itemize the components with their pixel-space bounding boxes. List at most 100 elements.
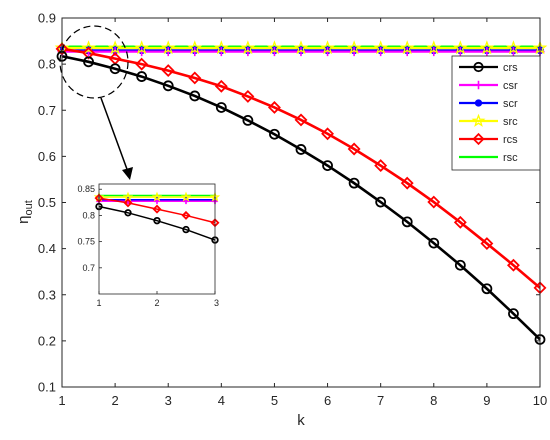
data-point-src xyxy=(240,40,256,55)
legend-marker xyxy=(473,61,484,73)
data-point-src xyxy=(426,40,442,55)
inset-point-csr xyxy=(183,198,189,205)
x-tick-label: 3 xyxy=(165,393,172,408)
x-tick-label: 1 xyxy=(58,393,65,408)
data-point-rcs xyxy=(374,159,388,173)
data-point-src xyxy=(81,40,96,55)
data-point-crs xyxy=(215,102,227,113)
inset-point-rcs xyxy=(152,204,162,214)
inset-y-tick-label: 0.85 xyxy=(77,184,95,194)
x-tick-label: 9 xyxy=(483,393,490,408)
data-point-rcs xyxy=(453,215,467,229)
data-point-src xyxy=(399,40,415,55)
inset-series-layer xyxy=(93,191,221,244)
inset-x-tick-label: 3 xyxy=(214,298,219,308)
data-point-src xyxy=(479,40,495,55)
data-point-crs xyxy=(348,177,360,189)
legend-item-csr: csr xyxy=(459,80,518,92)
legend-label: rcs xyxy=(503,134,518,146)
inset-x-tick-label: 1 xyxy=(96,298,101,308)
y-axis-label-subscript: out xyxy=(23,200,35,215)
data-point-rcs xyxy=(321,127,335,141)
zoom-callout-arrow-line xyxy=(100,97,129,173)
data-point-src xyxy=(214,40,229,55)
data-point-rcs xyxy=(161,64,175,78)
inset-y-tick-label: 0.8 xyxy=(82,210,95,220)
inset-point-crs xyxy=(153,216,161,225)
legend-item-src: src xyxy=(459,113,518,128)
data-point-rcs xyxy=(188,71,202,85)
data-point-rcs xyxy=(347,142,361,156)
inset-line-rcs xyxy=(98,197,216,224)
x-axis-ticks: 1 2 3 4 5 6 7 8 9 10 xyxy=(58,18,547,408)
y-tick-label: 0.9 xyxy=(38,11,56,26)
y-tick-label: 0.4 xyxy=(38,241,56,256)
y-tick-label: 0.5 xyxy=(38,195,56,210)
data-point-src xyxy=(453,40,468,55)
data-point-rcs xyxy=(135,57,149,71)
inset-point-crs xyxy=(182,225,190,234)
x-tick-label: 7 xyxy=(377,393,384,408)
data-point-crs xyxy=(136,71,148,82)
inset-point-rcs xyxy=(181,210,191,220)
data-point-crs xyxy=(295,144,307,155)
x-tick-label: 10 xyxy=(533,393,547,408)
inset-line-crs xyxy=(98,205,216,241)
data-point-rcs xyxy=(241,89,255,103)
inset-point-rcs xyxy=(123,198,133,208)
y-tick-label: 0.2 xyxy=(38,333,56,348)
zoom-callout-arrowhead xyxy=(122,167,133,180)
data-point-src xyxy=(506,40,521,55)
inset-x-axis-ticks: 1 2 3 xyxy=(96,291,219,308)
x-tick-label: 6 xyxy=(324,393,331,408)
data-point-src xyxy=(373,40,388,55)
inset-y-axis-ticks: 0.7 0.75 0.8 0.85 xyxy=(77,184,102,273)
legend-label: csr xyxy=(503,80,518,92)
data-point-src xyxy=(293,40,309,55)
inset-y-tick-label: 0.7 xyxy=(82,263,95,273)
inset-point-crs xyxy=(124,209,132,217)
data-point-crs xyxy=(162,80,174,92)
inset-y-tick-label: 0.75 xyxy=(77,237,95,247)
legend-label: scr xyxy=(503,98,518,110)
legend-label: src xyxy=(503,116,518,128)
legend-item-rcs: rcs xyxy=(459,132,518,146)
x-tick-label: 8 xyxy=(430,393,437,408)
legend: crs csr scr src rcs rsc xyxy=(459,61,518,164)
data-point-crs xyxy=(508,308,519,320)
x-tick-label: 2 xyxy=(111,393,118,408)
x-tick-label: 5 xyxy=(271,393,278,408)
data-point-rcs xyxy=(82,46,96,60)
data-point-crs xyxy=(109,63,121,75)
data-point-rcs xyxy=(214,79,228,93)
data-point-src xyxy=(187,40,203,55)
legend-label: crs xyxy=(503,62,518,74)
main-series-layer xyxy=(54,40,548,345)
data-point-rcs xyxy=(400,176,414,190)
legend-label: rsc xyxy=(503,152,518,164)
x-tick-label: 4 xyxy=(218,393,225,408)
x-axis-label: k xyxy=(297,412,305,429)
data-point-crs xyxy=(242,114,254,126)
data-point-crs xyxy=(375,196,387,208)
inset-point-src xyxy=(151,191,163,202)
data-point-src xyxy=(134,40,149,55)
data-point-crs xyxy=(401,216,413,228)
legend-box xyxy=(451,55,541,171)
data-point-crs xyxy=(269,128,280,140)
y-axis-label: ηout xyxy=(15,200,35,224)
legend-marker xyxy=(472,132,485,146)
legend-marker xyxy=(474,80,483,90)
y-axis-label-symbol: η xyxy=(15,215,32,223)
data-point-src xyxy=(320,40,335,55)
y-tick-label: 0.6 xyxy=(38,149,56,164)
series-line-rcs xyxy=(61,47,541,289)
data-point-crs xyxy=(481,283,493,295)
data-point-crs xyxy=(83,56,94,68)
inset-point-csr xyxy=(154,198,160,205)
data-point-rcs xyxy=(427,195,441,209)
data-point-src xyxy=(346,40,362,55)
legend-item-crs: crs xyxy=(459,61,518,74)
y-tick-label: 0.7 xyxy=(38,103,56,118)
